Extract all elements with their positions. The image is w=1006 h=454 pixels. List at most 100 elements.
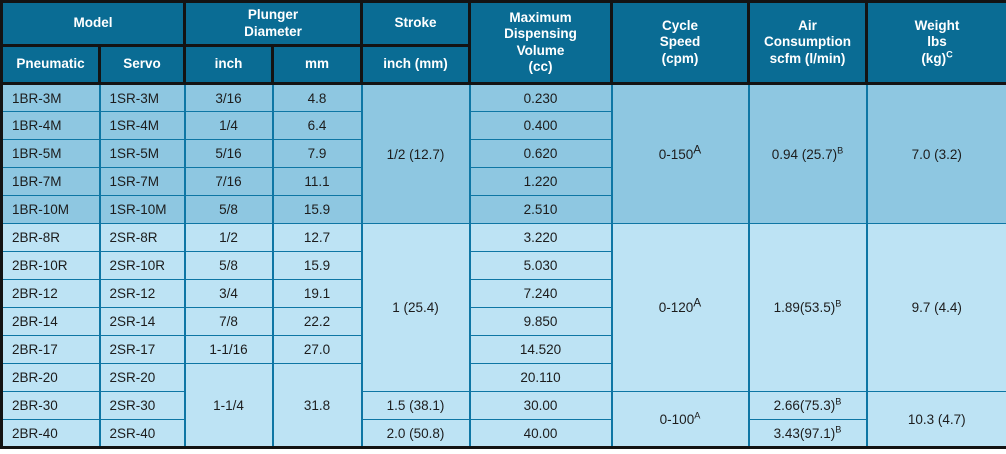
header-air-consumption-label: Air Consumption scfm (l/min) [764, 17, 851, 66]
volume-cell: 30.00 [468, 391, 613, 420]
air-consumption-value: 0.94 (25.7) [771, 146, 838, 162]
footnote-a-sup: A [693, 142, 702, 156]
table-row: 1BR-4M 1SR-4M 1/4 6.4 0.400 [0, 111, 1006, 140]
table-row: 1BR-5M 1SR-5M 5/16 7.9 0.620 [0, 139, 1006, 168]
pneumatic-model-cell: 1BR-4M [0, 111, 101, 140]
header-air-consumption: Air Consumption scfm (l/min) [747, 0, 868, 85]
header-weight-unit: (kg)C [870, 50, 1004, 67]
air-consumption-cell: 2.66(75.3)B [747, 391, 868, 420]
volume-cell: 20.110 [468, 363, 613, 392]
cycle-speed-value: 0-100 [659, 411, 695, 427]
plunger-mm-cell: 12.7 [271, 223, 363, 252]
table-row: 2BR-40 2SR-40 2.0 (50.8) 40.00 3.43(97.1… [0, 419, 1006, 448]
plunger-inch-cell: 5/8 [183, 195, 274, 224]
volume-cell: 2.510 [468, 195, 613, 224]
plunger-inch-cell: 1-1/16 [183, 335, 274, 364]
pneumatic-model-cell: 2BR-20 [0, 363, 101, 392]
air-consumption-cell-group1: 0.94 (25.7)B [747, 83, 868, 224]
table-body: 1BR-3M 1SR-3M 3/16 4.8 1/2 (12.7) 0.230 … [0, 83, 1006, 448]
plunger-inch-cell: 3/16 [183, 83, 274, 112]
servo-model-cell: 2SR-12 [98, 279, 186, 308]
plunger-mm-cell: 4.8 [271, 83, 363, 112]
servo-model-cell: 1SR-5M [98, 139, 186, 168]
stroke-cell-group2: 1 (25.4) [360, 223, 471, 392]
header-mm-label: mm [304, 56, 329, 72]
plunger-mm-cell: 7.9 [271, 139, 363, 168]
pneumatic-model-cell: 2BR-10R [0, 251, 101, 280]
header-cycle-speed: Cycle Speed (cpm) [610, 0, 750, 85]
cycle-speed-cell-group2: 0-120A [610, 223, 750, 392]
table-row: 1BR-7M 1SR-7M 7/16 11.1 1.220 [0, 167, 1006, 196]
footnote-a-sup: A [694, 410, 701, 420]
cycle-speed-value: 0-120 [658, 300, 694, 315]
header-pneumatic-label: Pneumatic [16, 56, 85, 72]
air-consumption-cell: 3.43(97.1)B [747, 419, 868, 448]
header-mm: mm [271, 44, 363, 85]
plunger-inch-cell: 7/16 [183, 167, 274, 196]
plunger-inch-cell: 1/2 [183, 223, 274, 252]
volume-cell: 3.220 [468, 223, 613, 252]
table-row: 2BR-30 2SR-30 1.5 (38.1) 30.00 0-100A 2.… [0, 391, 1006, 448]
servo-model-cell: 2SR-8R [98, 223, 186, 252]
servo-model-cell: 2SR-17 [98, 335, 186, 364]
header-weight: Weight lbs (kg)C [865, 0, 1006, 85]
table-row: 2BR-12 2SR-12 3/4 19.1 7.240 [0, 279, 1006, 308]
servo-model-cell: 1SR-3M [98, 83, 186, 112]
plunger-inch-cell: 1/4 [183, 111, 274, 140]
table-row: 2BR-14 2SR-14 7/8 22.2 9.850 [0, 307, 1006, 336]
table-row: 2BR-8R 2SR-8R 1/2 12.7 1 (25.4) 3.220 0-… [0, 223, 1006, 392]
footnote-b-sup: B [835, 298, 842, 309]
footnote-b-sup: B [835, 396, 842, 407]
footnote-b-sup: B [835, 424, 842, 434]
plunger-mm-cell: 15.9 [271, 251, 363, 280]
header-stroke-unit-label: inch (mm) [383, 56, 448, 72]
servo-model-cell: 1SR-7M [98, 167, 186, 196]
table-row: 2BR-17 2SR-17 1-1/16 27.0 14.520 [0, 335, 1006, 364]
plunger-inch-cell-group3: 1-1/4 [183, 363, 274, 448]
plunger-mm-cell: 11.1 [271, 167, 363, 196]
volume-cell: 1.220 [468, 167, 613, 196]
servo-model-cell: 2SR-30 [98, 391, 186, 420]
volume-cell: 40.00 [468, 419, 613, 448]
pneumatic-model-cell: 2BR-17 [0, 335, 101, 364]
header-servo: Servo [98, 44, 186, 85]
air-consumption-value: 3.43(97.1) [773, 425, 836, 441]
pneumatic-model-cell: 1BR-5M [0, 139, 101, 168]
header-cycle-speed-label: Cycle Speed (cpm) [659, 17, 701, 66]
servo-model-cell: 2SR-14 [98, 307, 186, 336]
plunger-mm-cell: 22.2 [271, 307, 363, 336]
header-max-dispensing-volume: Maximum Dispensing Volume (cc) [468, 0, 613, 85]
header-pneumatic: Pneumatic [0, 44, 101, 85]
header-max-dispensing-volume-label: Maximum Dispensing Volume (cc) [504, 9, 577, 74]
weight-cell-group3: 10.3 (4.7) [865, 391, 1006, 448]
header-servo-label: Servo [123, 56, 161, 72]
servo-model-cell: 2SR-20 [98, 363, 186, 392]
header-weight-unit-label: (kg) [921, 50, 947, 66]
plunger-inch-cell: 7/8 [183, 307, 274, 336]
cycle-speed-value: 0-150 [658, 146, 694, 162]
volume-cell: 14.520 [468, 335, 613, 364]
plunger-mm-cell: 27.0 [271, 335, 363, 364]
pneumatic-model-cell: 2BR-12 [0, 279, 101, 308]
volume-cell: 0.230 [468, 83, 613, 112]
volume-cell: 5.030 [468, 251, 613, 280]
air-consumption-value: 1.89(53.5) [773, 300, 836, 315]
weight-cell-group1: 7.0 (3.2) [865, 83, 1006, 224]
header-plunger-diameter: Plunger Diameter [183, 0, 363, 47]
table-row: 2BR-10R 2SR-10R 5/8 15.9 5.030 [0, 251, 1006, 280]
cycle-speed-cell-group1: 0-150A [610, 83, 750, 224]
table-row: 2BR-20 2SR-20 1-1/4 31.8 20.110 [0, 363, 1006, 448]
cycle-speed-cell-group3: 0-100A [610, 391, 750, 448]
pneumatic-model-cell: 2BR-14 [0, 307, 101, 336]
header-model: Model [0, 0, 186, 47]
servo-model-cell: 2SR-10R [98, 251, 186, 280]
header-plunger-diameter-label: Plunger Diameter [244, 7, 302, 39]
pneumatic-model-cell: 2BR-8R [0, 223, 101, 252]
header-inch: inch [183, 44, 274, 85]
volume-cell: 9.850 [468, 307, 613, 336]
plunger-inch-cell: 5/16 [183, 139, 274, 168]
air-consumption-value: 2.66(75.3) [773, 398, 836, 413]
plunger-inch-cell: 3/4 [183, 279, 274, 308]
